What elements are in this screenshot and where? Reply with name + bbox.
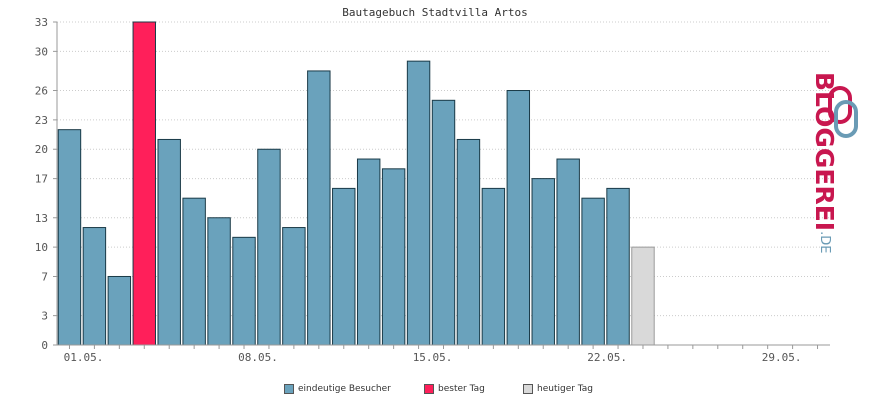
x-tick-label: 22.05. bbox=[587, 351, 627, 364]
bar-visitors bbox=[182, 197, 206, 346]
bar-visitors bbox=[57, 129, 82, 346]
y-tick-label: 7 bbox=[41, 270, 48, 283]
bar-visitors bbox=[581, 197, 605, 346]
bar-visitors bbox=[157, 138, 181, 346]
bar-visitors bbox=[82, 227, 107, 346]
bloggerei-logo-icon bbox=[828, 86, 858, 138]
legend-label-best-day: bester Tag bbox=[438, 384, 485, 394]
bar-visitors bbox=[606, 187, 630, 346]
x-tick-label: 15.05. bbox=[413, 351, 453, 364]
bar-visitors bbox=[381, 168, 406, 346]
x-tick-label: 29.05. bbox=[762, 351, 802, 364]
legend-label-today: heutiger Tag bbox=[537, 384, 594, 394]
bar-visitors bbox=[456, 138, 481, 346]
legend-label-visitors: eindeutige Besucher bbox=[298, 384, 391, 394]
bars bbox=[57, 21, 655, 346]
bar-best-day bbox=[132, 21, 156, 346]
logo-word: BLOGGEREI bbox=[810, 72, 839, 232]
bloggerei-logo: BLOGGEREI.DE bbox=[810, 72, 852, 253]
legend-swatch-visitors bbox=[284, 384, 294, 394]
bar-visitors bbox=[207, 217, 231, 346]
y-tick-label: 30 bbox=[35, 45, 48, 58]
y-tick-label: 10 bbox=[35, 241, 48, 254]
bar-visitors bbox=[556, 158, 580, 346]
y-tick-label: 20 bbox=[35, 143, 48, 156]
y-tick-label: 23 bbox=[35, 114, 48, 127]
y-tick-label: 26 bbox=[35, 85, 48, 98]
y-tick-label: 17 bbox=[35, 173, 48, 186]
bar-visitors bbox=[107, 275, 132, 346]
bar-visitors bbox=[406, 60, 431, 346]
bar-visitors bbox=[307, 70, 331, 346]
legend-item-best-day: bester Tag bbox=[424, 384, 485, 394]
y-tick-label: 0 bbox=[41, 339, 48, 352]
bar-visitors bbox=[332, 187, 356, 346]
y-tick-label: 3 bbox=[41, 310, 48, 323]
bar-visitors bbox=[232, 236, 256, 346]
x-tick-label: 01.05. bbox=[64, 351, 104, 364]
legend-item-visitors: eindeutige Besucher bbox=[284, 384, 391, 394]
logo-domain: .DE bbox=[817, 231, 832, 254]
legend-item-today: heutiger Tag bbox=[523, 384, 593, 394]
legend-swatch-best-day bbox=[424, 384, 434, 394]
x-axis-ticks: 01.05. 08.05. 15.05. 22.05. 29.05. bbox=[64, 345, 819, 364]
bar-visitors bbox=[481, 187, 506, 346]
chart-legend: eindeutige Besucher bester Tag heutiger … bbox=[0, 384, 870, 400]
y-tick-label: 13 bbox=[35, 212, 48, 225]
bar-visitors bbox=[356, 158, 381, 346]
y-tick-label: 33 bbox=[35, 16, 48, 29]
bar-visitors bbox=[257, 148, 281, 346]
y-axis-ticks: 0 3 7 10 13 17 20 23 26 30 33 bbox=[35, 16, 57, 352]
bar-visitors bbox=[531, 178, 555, 346]
bar-visitors bbox=[506, 90, 531, 346]
legend-swatch-today bbox=[523, 384, 533, 394]
bar-today bbox=[631, 246, 655, 346]
x-tick-label: 08.05. bbox=[238, 351, 278, 364]
chart-title: Bautagebuch Stadtvilla Artos bbox=[342, 6, 527, 19]
bar-visitors bbox=[431, 99, 456, 346]
bar-visitors bbox=[282, 227, 306, 346]
